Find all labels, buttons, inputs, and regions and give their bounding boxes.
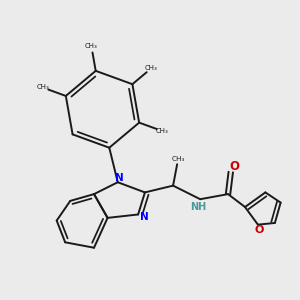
Text: CH₃: CH₃ <box>156 128 169 134</box>
Text: CH₃: CH₃ <box>36 85 49 91</box>
Text: CH₃: CH₃ <box>85 44 98 50</box>
Text: NH: NH <box>190 202 207 212</box>
Text: N: N <box>115 173 124 183</box>
Text: O: O <box>229 160 239 173</box>
Text: N: N <box>140 212 148 222</box>
Text: CH₃: CH₃ <box>172 156 185 162</box>
Text: CH₃: CH₃ <box>145 65 158 71</box>
Text: O: O <box>255 225 264 236</box>
